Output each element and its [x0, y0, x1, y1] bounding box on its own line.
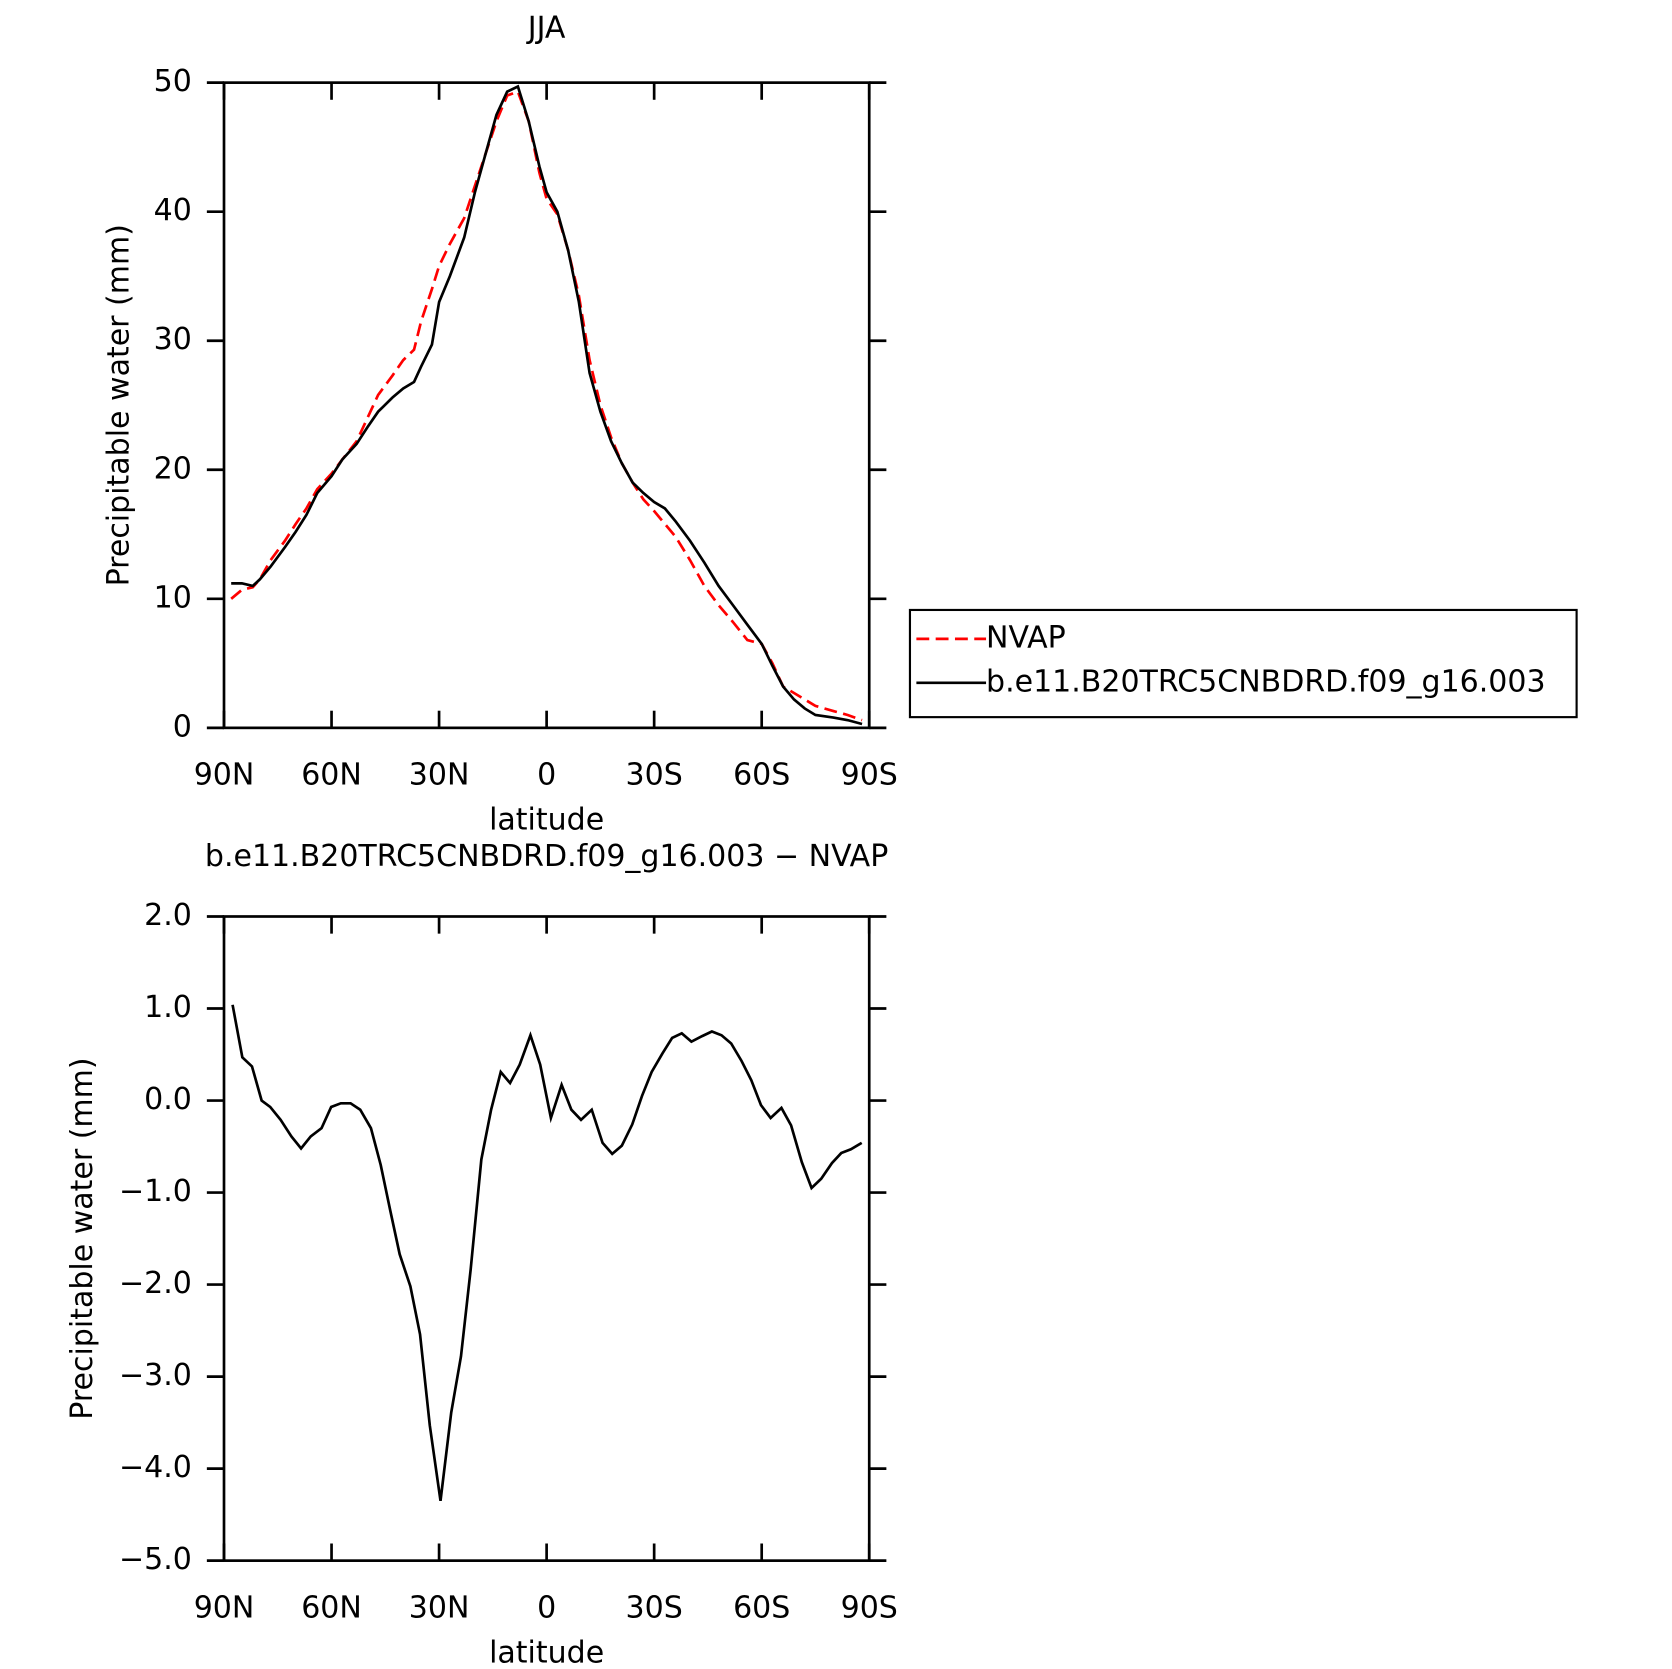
- plot-frame: [222, 81, 871, 730]
- x-tick-label: 30N: [409, 758, 470, 793]
- legend-label: NVAP: [986, 620, 1066, 655]
- x-tick-label: 30S: [626, 1590, 683, 1625]
- x-tick-label: 60N: [301, 758, 362, 793]
- y-tick-label: −2.0: [119, 1266, 192, 1301]
- y-tick-label: 30: [154, 322, 192, 357]
- legend-label: b.e11.B20TRC5CNBDRD.f09_g16.003: [986, 664, 1546, 699]
- x-tick-label: 60S: [733, 758, 790, 793]
- y-tick-label: −4.0: [119, 1450, 192, 1485]
- y-tick-label: −3.0: [119, 1358, 192, 1393]
- x-tick-label: 0: [537, 1590, 556, 1625]
- y-tick-label: 20: [154, 451, 192, 486]
- y-tick-label: 0.0: [144, 1082, 192, 1117]
- y-axis-label: Precipitable water (mm): [65, 1057, 100, 1419]
- y-tick-label: 50: [154, 64, 192, 99]
- x-axis-label: latitude: [489, 1635, 604, 1669]
- x-tick-label: 0: [537, 758, 556, 793]
- legend-box: [908, 608, 1578, 719]
- x-tick-label: 90S: [841, 1590, 898, 1625]
- plot-frame: [222, 915, 871, 1562]
- y-axis-label: Precipitable water (mm): [102, 224, 137, 586]
- y-tick-label: 0: [173, 709, 192, 744]
- y-tick-label: −5.0: [119, 1542, 192, 1577]
- y-tick-label: 2.0: [144, 898, 192, 933]
- data-line: [231, 1004, 863, 1502]
- x-tick-label: 90N: [194, 1590, 255, 1625]
- x-axis-label: latitude: [489, 803, 604, 838]
- x-tick-label: 60N: [301, 1590, 362, 1625]
- data-line: [230, 89, 863, 722]
- chart-title: JJA: [526, 11, 566, 46]
- y-tick-label: 40: [154, 193, 192, 228]
- y-tick-label: −1.0: [119, 1174, 192, 1209]
- y-tick-label: 10: [154, 580, 192, 615]
- x-tick-label: 30S: [626, 758, 683, 793]
- data-line: [231, 84, 863, 726]
- x-tick-label: 90S: [841, 758, 898, 793]
- x-tick-label: 60S: [733, 1590, 790, 1625]
- chart-title: b.e11.B20TRC5CNBDRD.f09_g16.003 − NVAP: [205, 839, 888, 874]
- y-tick-label: 1.0: [144, 990, 192, 1025]
- x-tick-label: 30N: [409, 1590, 470, 1625]
- x-tick-label: 90N: [194, 758, 255, 793]
